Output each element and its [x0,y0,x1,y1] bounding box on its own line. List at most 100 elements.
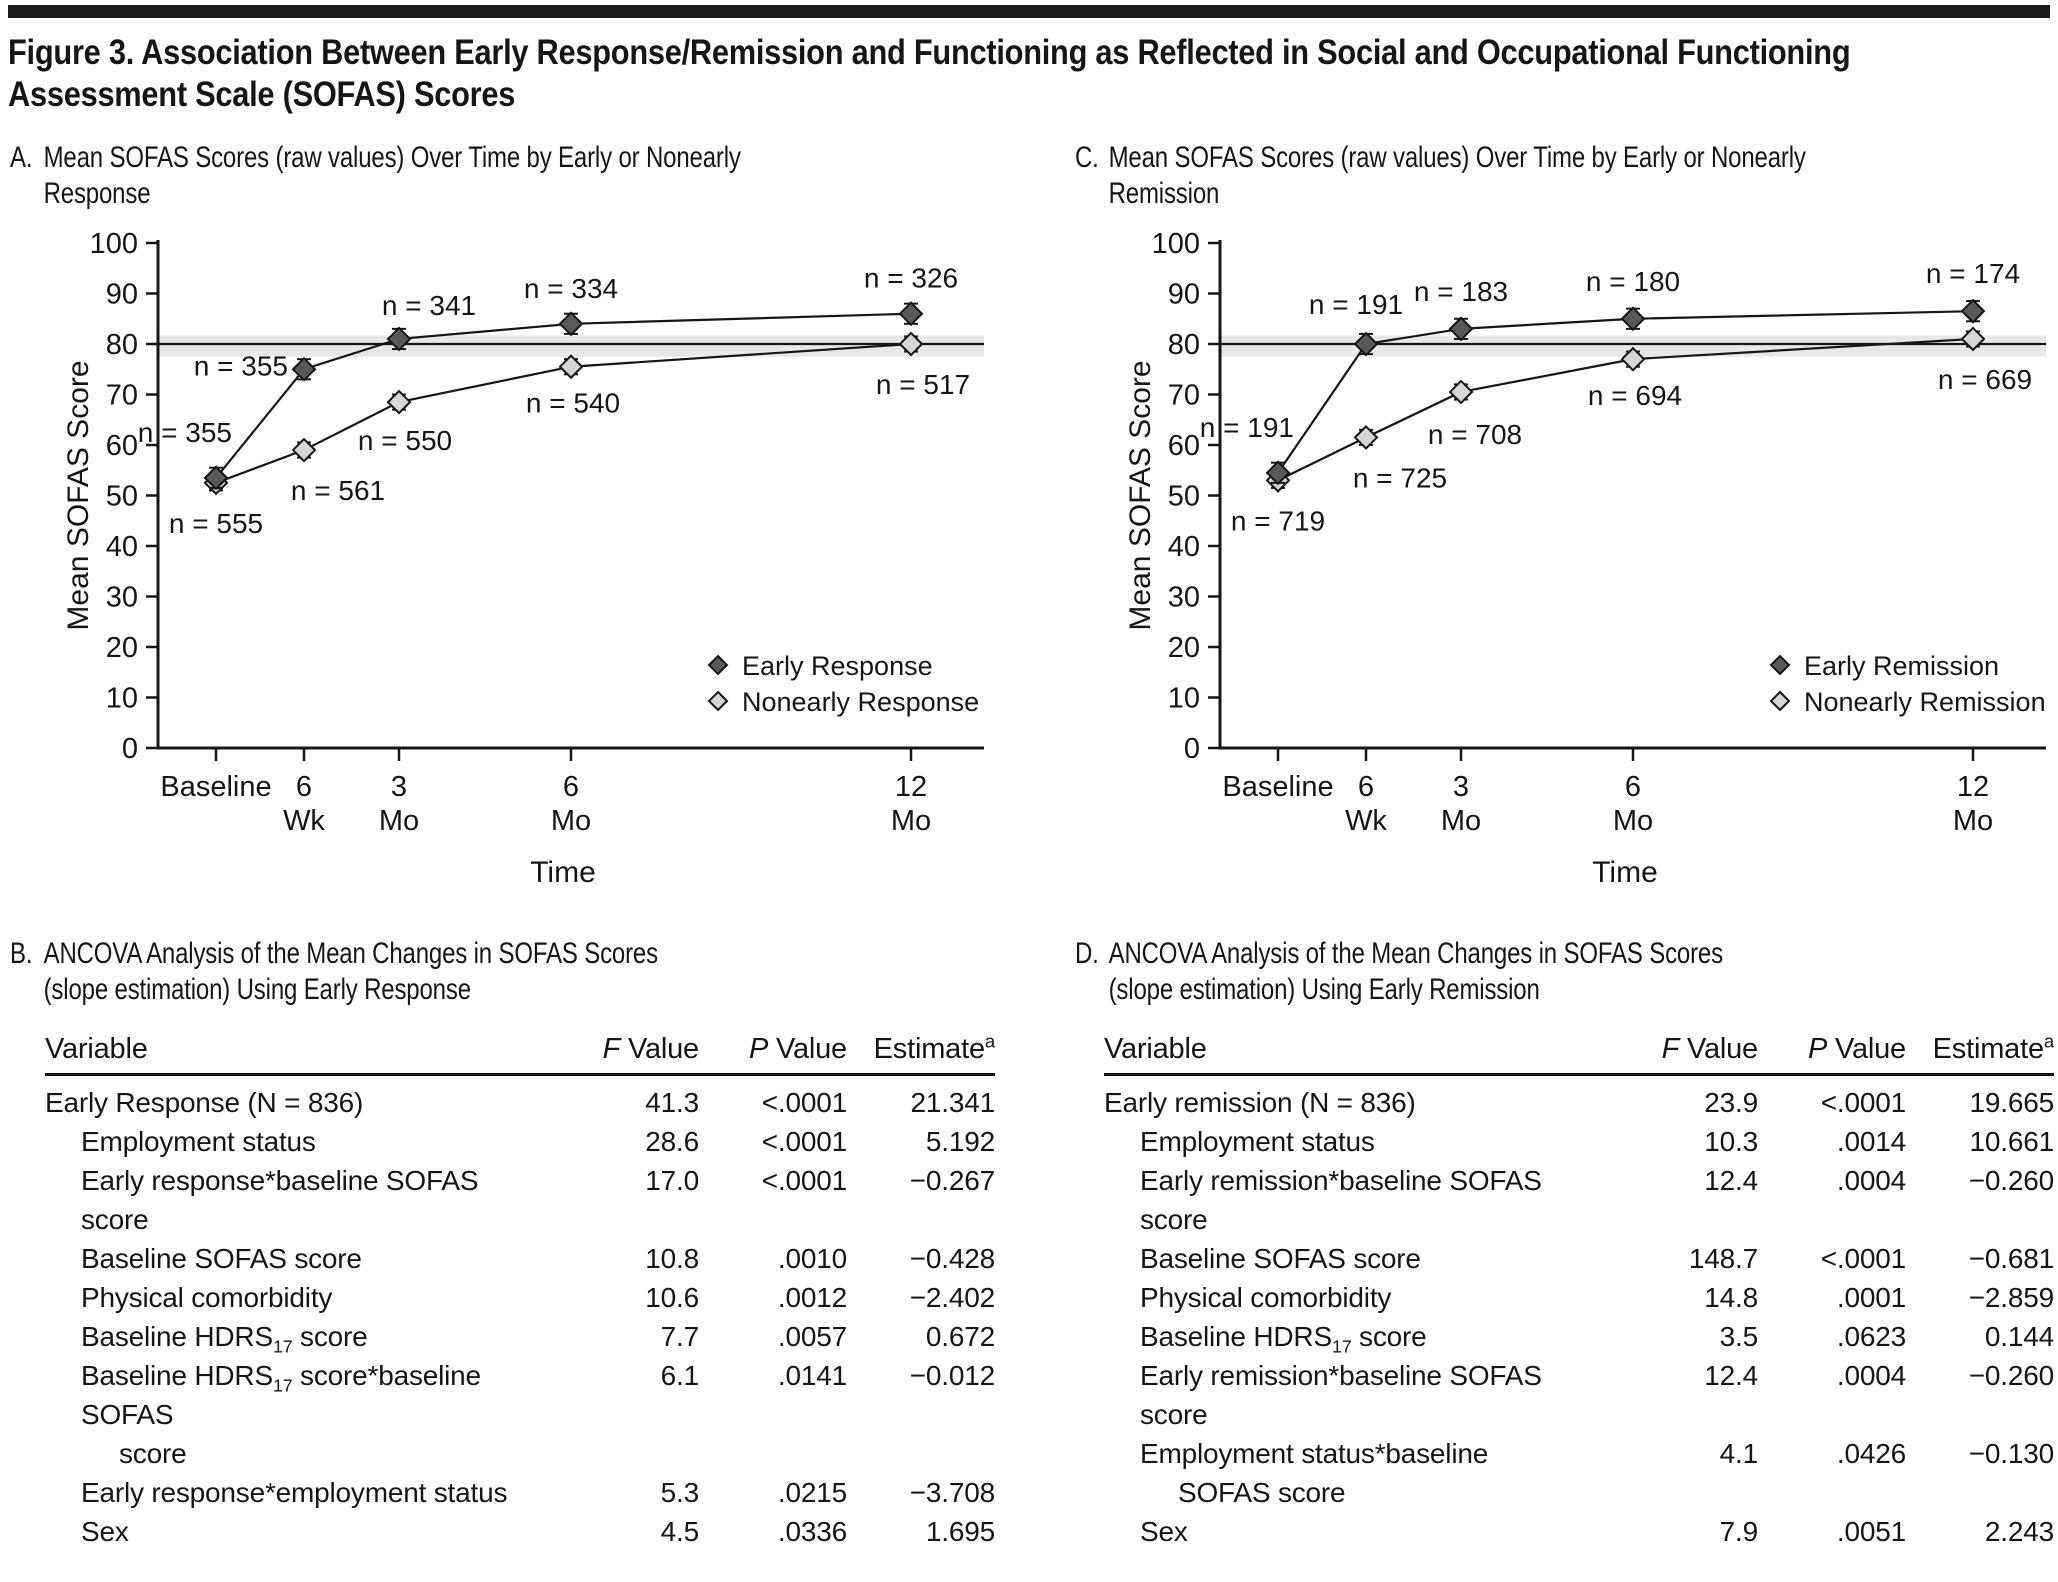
y-tick-label: 10 [1168,683,1200,715]
figure-title: Figure 3. Association Between Early Resp… [8,33,1851,114]
footnotes: aSlope estimation. *Indicates interactio… [8,1575,2050,1582]
col-header: F Value [1608,1030,1758,1076]
legend-label: Early Response [742,651,933,681]
p-value: .0010 [777,1243,847,1274]
x-axis-title: Time [530,856,596,889]
n-count-label: n = 540 [526,388,620,419]
p-value: .0051 [1836,1516,1906,1547]
y-tick-label: 20 [1168,632,1200,664]
table-row-variable: Early Response (N = 836) [45,1087,364,1118]
x-tick-label: 12 [1957,771,1989,803]
estimate-value: 1.695 [925,1516,995,1547]
table-row-variable: Sex [81,1516,129,1547]
panel-a-b-column: A. Mean SOFAS Scores (raw values) Over T… [8,140,1029,1551]
y-tick-label: 30 [106,582,138,614]
table-row-variable: Baseline SOFAS score [81,1243,362,1274]
p-value: .0141 [777,1360,847,1391]
x-axis-title: Time [1592,856,1658,889]
estimate-value: −0.012 [909,1360,995,1391]
p-value: <.0001 [761,1165,847,1196]
n-count-label: n = 326 [864,263,958,294]
panel-d-label: D. [1075,937,1099,970]
y-tick-label: 50 [1168,481,1200,513]
panel-d-block: D. ANCOVA Analysis of the Mean Changes i… [1075,936,2054,1551]
estimate-value: 21.341 [910,1087,996,1118]
f-value: 12.4 [1704,1360,1758,1391]
y-axis-title: Mean SOFAS Score [62,360,95,630]
f-value: 3.5 [1719,1321,1759,1352]
y-tick-label: 30 [1168,582,1200,614]
series-early-response: n = 355 n = 355 n = 341 n = 334 n = 326 [138,263,958,491]
table-row-variable: Early remission*baseline SOFAS score [1140,1165,1542,1235]
f-value: 12.4 [1704,1165,1758,1196]
x-tick-label: Mo [891,805,931,837]
p-value: <.0001 [1820,1087,1906,1118]
diamond-light-marker [386,389,412,415]
p-value: .0623 [1836,1321,1906,1352]
y-tick-label: 0 [122,733,138,765]
diamond-dark-legend-marker [707,654,729,676]
n-count-label: n = 550 [358,425,452,456]
estimate-value: −0.428 [909,1243,995,1274]
table-row-variable: Physical comorbidity [81,1282,333,1313]
n-count-label: n = 341 [382,290,476,321]
x-tick-label: 6 [296,771,312,803]
n-count-label: n = 694 [1588,380,1682,411]
f-value: 17.0 [645,1165,699,1196]
legend: Early Remission Nonearly Remission [1769,651,2046,717]
p-value: <.0001 [761,1126,847,1157]
diamond-dark-marker [386,326,412,352]
legend: Early Response Nonearly Response [707,651,979,717]
diamond-light-marker [1960,326,1986,352]
panel-d-title: ANCOVA Analysis of the Mean Changes in S… [1108,937,1724,1006]
n-count-label: n = 174 [1926,258,2020,289]
estimate-value: 0.144 [1984,1321,2054,1352]
panel-c-heading: C. Mean SOFAS Scores (raw values) Over T… [1075,140,1995,212]
panel-c-label: C. [1075,141,1099,174]
ancova-table-remission: Variable F Value P Value Estimatea Early rem… [1104,1030,2054,1551]
panel-c-d-column: C. Mean SOFAS Scores (raw values) Over T… [1029,140,2054,1551]
p-value: .0004 [1836,1165,1906,1196]
table-row-variable: Employment status [1140,1126,1375,1157]
panel-a-heading: A. Mean SOFAS Scores (raw values) Over T… [10,140,930,212]
top-rule [8,5,2050,18]
n-count-label: n = 355 [194,350,288,381]
y-tick-label: 10 [106,683,138,715]
p-value: <.0001 [761,1087,847,1118]
col-header: P Value [1758,1030,1906,1076]
estimate-value: −0.130 [1968,1438,2054,1469]
n-count-label: n = 355 [138,417,232,448]
estimate-value: 0.672 [925,1321,995,1352]
y-tick-label: 40 [106,531,138,563]
panel-b-label: B. [10,937,33,970]
col-header-variable: Variable [1104,1030,1608,1076]
panel-b-block: B. ANCOVA Analysis of the Mean Changes i… [10,936,1029,1551]
diamond-light-legend-marker [707,690,729,712]
f-value: 41.3 [645,1087,699,1118]
p-value: .0057 [777,1321,847,1352]
panel-d-heading: D. ANCOVA Analysis of the Mean Changes i… [1075,936,1995,1008]
diamond-light-marker [1620,346,1646,372]
n-count-label: n = 191 [1200,412,1294,443]
f-value: 6.1 [660,1360,700,1391]
panel-a-label: A. [10,141,33,174]
table-row-variable: Early remission (N = 836) [1104,1087,1416,1118]
y-tick-label: 100 [1152,228,1200,260]
n-count-label: n = 517 [876,369,970,400]
f-value: 14.8 [1704,1282,1758,1313]
estimate-value: −0.260 [1968,1360,2054,1391]
x-tick-label: Mo [1953,805,1993,837]
x-tick-label: Mo [1613,805,1653,837]
n-count-label: n = 725 [1353,462,1447,493]
p-value: .0426 [1836,1438,1906,1469]
p-value: .0014 [1836,1126,1906,1157]
n-count-label: n = 669 [1938,364,2032,395]
y-axis-title: Mean SOFAS Score [1124,360,1157,630]
legend-label: Early Remission [1804,651,1999,681]
estimate-value: −3.708 [909,1477,995,1508]
col-header-variable: Variable [45,1030,549,1076]
diamond-dark-legend-marker [1769,654,1791,676]
series-nonearly-response: n = 555 n = 561 n = 550 n = 540 n = 517 [169,331,970,539]
n-count-label: n = 180 [1586,266,1680,297]
